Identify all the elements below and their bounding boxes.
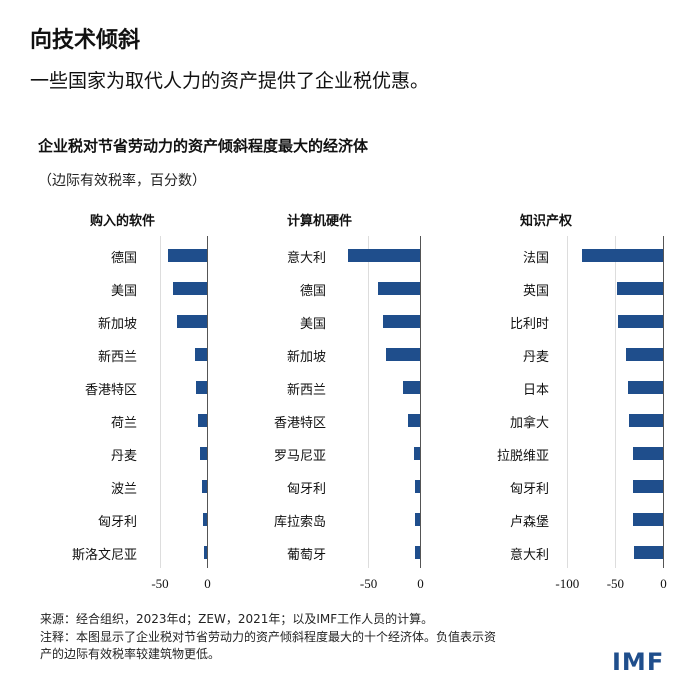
bar	[626, 348, 663, 361]
category-label: 波兰	[110, 482, 137, 497]
bar	[628, 381, 663, 394]
bar	[617, 315, 663, 328]
bar	[176, 315, 207, 328]
category-label: 匈牙利	[509, 482, 549, 497]
category-label: 新加坡	[286, 350, 326, 365]
category-label: 意大利	[509, 548, 549, 563]
category-label: 美国	[110, 284, 137, 299]
gridline	[159, 236, 161, 568]
zero-axis-line	[420, 236, 421, 568]
bar	[407, 414, 420, 427]
footnote-line-2: 产的边际有效税率较建筑物更低。	[40, 647, 221, 661]
bar	[634, 546, 663, 559]
bar	[629, 414, 663, 427]
bar	[414, 513, 420, 526]
bar	[616, 282, 663, 295]
footnote-line-1: 注释：本图显示了企业税对节省劳动力的资产倾斜程度最大的十个经济体。负值表示资	[40, 630, 497, 644]
bar	[202, 480, 207, 493]
x-tick-label: -100	[555, 576, 580, 591]
category-label: 德国	[299, 284, 326, 299]
bar	[414, 546, 420, 559]
bar	[194, 348, 207, 361]
bar	[382, 315, 420, 328]
panel-title: 计算机硬件	[287, 214, 353, 229]
x-tick-label: -50	[359, 576, 378, 591]
bar	[633, 447, 663, 460]
category-label: 拉脱维亚	[496, 449, 549, 464]
bar	[413, 447, 420, 460]
category-label: 新西兰	[286, 383, 326, 398]
chart-unit-label: （边际有效税率，百分数）	[38, 173, 206, 189]
gridline	[614, 236, 616, 568]
gridline	[566, 236, 568, 568]
category-label: 加拿大	[509, 416, 549, 431]
category-label: 丹麦	[110, 449, 137, 464]
category-label: 新西兰	[97, 350, 137, 365]
x-tick-label: 0	[417, 576, 424, 591]
category-label: 库拉索岛	[273, 515, 326, 530]
bar	[168, 249, 207, 262]
gridline	[368, 236, 370, 568]
category-label: 意大利	[286, 251, 326, 266]
category-label: 德国	[110, 251, 137, 266]
bar	[200, 447, 207, 460]
bar	[195, 381, 207, 394]
category-label: 日本	[522, 383, 549, 398]
category-label: 匈牙利	[97, 515, 137, 530]
bar	[385, 348, 420, 361]
zero-axis-line	[663, 236, 664, 568]
bar	[403, 381, 420, 394]
x-tick-label: -50	[606, 576, 625, 591]
category-label: 荷兰	[110, 416, 137, 431]
bar	[172, 282, 207, 295]
x-tick-label: 0	[204, 576, 211, 591]
category-label: 丹麦	[522, 350, 549, 365]
chart-title: 企业税对节省劳动力的资产倾斜程度最大的经济体	[38, 137, 369, 155]
bar	[348, 249, 420, 262]
bar	[582, 249, 663, 262]
bar	[633, 480, 663, 493]
category-label: 罗马尼亚	[273, 449, 326, 464]
page-subtitle: 一些国家为取代人力的资产提供了企业税优惠。	[30, 70, 430, 92]
bar	[633, 513, 663, 526]
bar	[378, 282, 420, 295]
category-label: 新加坡	[97, 317, 137, 332]
x-tick-label: -50	[151, 576, 169, 591]
category-label: 匈牙利	[286, 482, 326, 497]
category-label: 英国	[522, 284, 549, 299]
bar	[198, 414, 207, 427]
category-label: 香港特区	[84, 383, 137, 398]
category-label: 香港特区	[273, 416, 326, 431]
panel-title: 知识产权	[520, 214, 573, 229]
category-label: 卢森堡	[509, 515, 549, 530]
bar	[414, 480, 420, 493]
bar	[203, 513, 207, 526]
category-label: 法国	[522, 251, 549, 266]
category-label: 美国	[299, 317, 326, 332]
bar	[204, 546, 207, 559]
page-title: 向技术倾斜	[30, 28, 141, 53]
category-label: 葡萄牙	[286, 548, 326, 563]
panel-title: 购入的软件	[90, 214, 156, 229]
category-label: 比利时	[509, 317, 549, 332]
zero-axis-line	[207, 236, 208, 568]
category-label: 斯洛文尼亚	[71, 548, 137, 563]
x-tick-label: 0	[660, 576, 667, 591]
imf-logo: IMF	[612, 648, 665, 676]
source-note: 来源：经合组织，2023年d；ZEW，2021年；以及IMF工作人员的计算。	[40, 612, 434, 626]
